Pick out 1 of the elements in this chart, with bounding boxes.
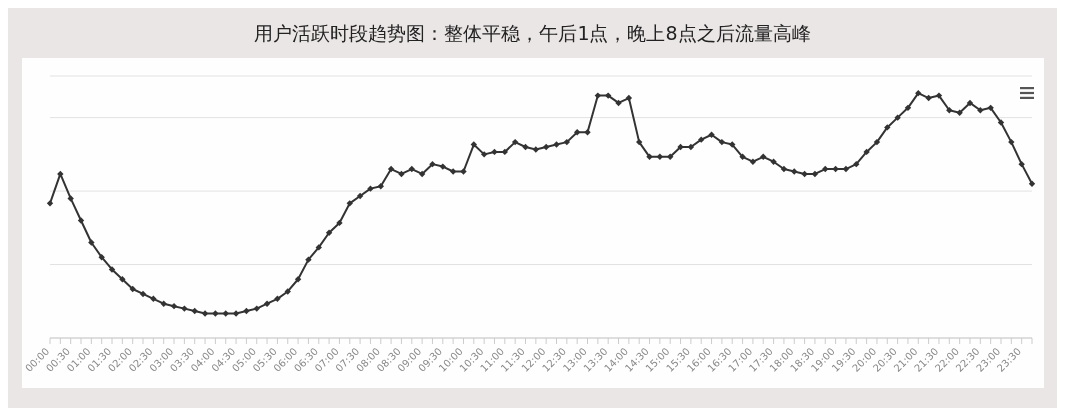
chart-title: 用户活跃时段趋势图：整体平稳，午后1点，晚上8点之后流量高峰 <box>253 21 812 46</box>
